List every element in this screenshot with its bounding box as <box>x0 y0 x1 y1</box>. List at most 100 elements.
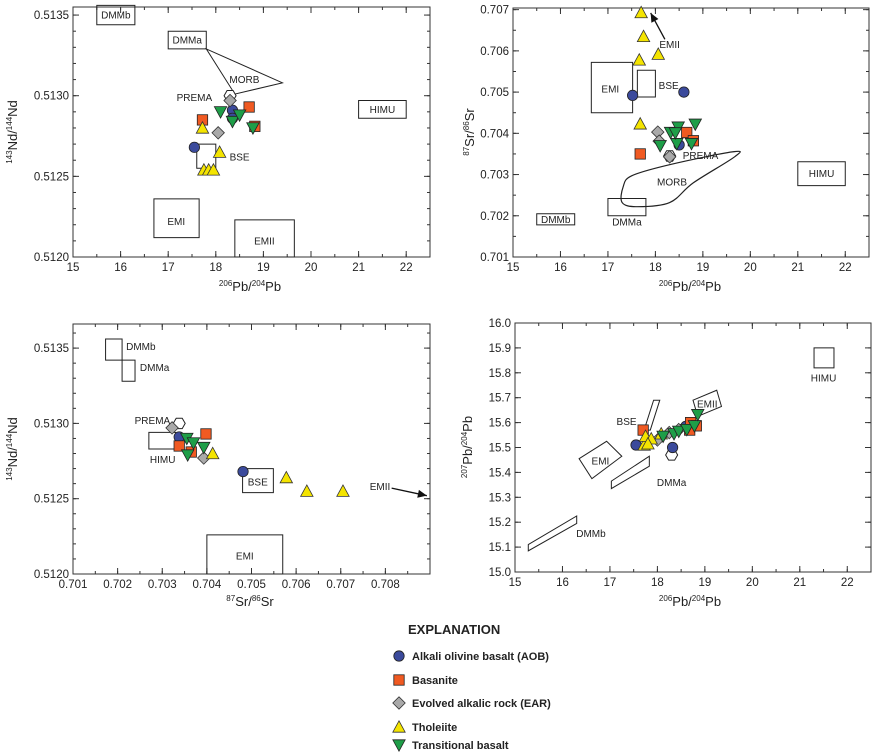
legend-label: Evolved alkalic rock (EAR) <box>412 698 551 710</box>
x-axis-label: 206Pb/204Pb <box>659 594 721 609</box>
x-tick-label: 16 <box>554 262 567 274</box>
field-label: PREMA <box>683 151 719 162</box>
reservoir-field-emii: EMII <box>370 482 428 498</box>
data-point <box>627 89 639 101</box>
x-tick-label: 19 <box>698 577 711 589</box>
field-label: DMMa <box>140 363 170 374</box>
x-tick-label: 20 <box>746 577 759 589</box>
field-label: EMI <box>167 217 185 228</box>
field-label: BSE <box>230 153 250 164</box>
x-tick-label: 20 <box>305 262 318 274</box>
data-point <box>634 148 646 160</box>
x-tick-label: 0.707 <box>326 579 355 591</box>
chart-panel-4: 15 16 17 18 19 20 21 22 15.0 15.1 15.2 15.3 15.4 15.5… <box>460 318 872 609</box>
axis-label-text: Sr/ <box>462 130 477 147</box>
y-tick-label: 0.5120 <box>34 252 69 264</box>
reservoir-field-dmmb: DMMb <box>105 338 156 361</box>
data-point <box>688 118 703 132</box>
x-tick-label: 17 <box>162 262 175 274</box>
chart-panel-1: 15 16 17 18 19 20 21 22 0.5120 0.5125 0.5130 0.5135… <box>5 4 431 294</box>
y-tick-label: 15.8 <box>489 368 511 380</box>
y-tick-label: 0.5135 <box>34 10 69 22</box>
y-tick-label: 0.706 <box>480 46 509 58</box>
reservoir-field-emii: EMII <box>234 219 295 258</box>
y-axis-label: 87Sr/86Sr <box>462 108 477 156</box>
x-tick-label: 16 <box>114 262 127 274</box>
axis-label-text: Nd <box>5 100 20 117</box>
x-tick-label: 22 <box>839 262 852 274</box>
legend-label: Transitional basalt <box>412 740 509 752</box>
data-point <box>671 425 686 439</box>
x-tick-label: 21 <box>352 262 365 274</box>
data-point <box>632 52 647 66</box>
data-point <box>188 141 200 153</box>
x-tick-label: 17 <box>604 577 617 589</box>
axis-label-superscript: 206 <box>219 279 233 288</box>
x-tick-label: 15 <box>509 577 522 589</box>
axis-label-text: Pb <box>460 416 475 432</box>
reservoir-field-himu: HIMU <box>358 100 407 119</box>
y-tick-label: 0.704 <box>480 128 509 140</box>
y-tick-label: 15.4 <box>489 467 512 479</box>
series-transitional <box>179 432 211 463</box>
field-label: DMMb <box>576 529 606 540</box>
x-tick-label: 0.701 <box>59 579 88 591</box>
legend-label: Tholeiite <box>412 722 457 734</box>
field-label: HIMU <box>811 373 837 384</box>
field-outline <box>206 534 284 575</box>
reservoir-field-dmma: DMMa <box>607 197 647 228</box>
field-label: EMII <box>254 236 275 247</box>
plot-frame <box>512 7 870 258</box>
data-point <box>687 420 702 433</box>
legend-item-basanite: Basanite <box>393 674 458 687</box>
plot-frame <box>72 323 431 575</box>
reservoir-field-himu: HIMU <box>797 161 846 187</box>
y-tick-label: 0.5125 <box>34 171 69 183</box>
field-label: DMMb <box>126 342 156 353</box>
field-outline <box>148 431 177 450</box>
legend-marker-triangle-down-icon <box>392 739 406 753</box>
x-tick-label: 20 <box>744 262 757 274</box>
axis-label-superscript: 206 <box>659 279 673 288</box>
field-label: PREMA <box>135 416 171 427</box>
y-tick-label: 0.707 <box>480 5 509 17</box>
field-outline <box>204 47 284 95</box>
data-point <box>684 138 699 151</box>
field-label: BSE <box>659 81 679 92</box>
axis-label-superscript: 143 <box>5 150 14 164</box>
axis-label-text: Pb <box>265 279 281 294</box>
x-tick-label: 0.706 <box>282 579 311 591</box>
reservoir-field-emi: EMI <box>578 440 623 480</box>
legend-item-tholeiite: Tholeiite <box>392 719 457 734</box>
field-outline <box>578 440 623 480</box>
data-point <box>243 101 255 113</box>
data-point <box>206 162 221 176</box>
y-tick-label: 16.0 <box>489 318 511 330</box>
field-outline <box>105 338 123 361</box>
data-point <box>223 93 237 108</box>
legend-item-ear: Evolved alkalic rock (EAR) <box>392 696 551 710</box>
axis-label-text: Pb/ <box>232 279 252 294</box>
series-transitional <box>653 118 703 153</box>
axis-label-text: Pb <box>705 279 721 294</box>
y-tick-label: 0.705 <box>480 87 509 99</box>
data-point <box>633 116 648 130</box>
axis-label-superscript: 144 <box>5 433 14 447</box>
legend-label: Alkali olivine basalt (AOB) <box>412 651 549 663</box>
data-point <box>668 127 683 140</box>
series-transitional <box>656 409 705 444</box>
data-point <box>634 5 649 19</box>
reservoir-field-emii: EMII <box>650 12 680 51</box>
x-tick-label: 18 <box>209 262 222 274</box>
chart-panel-3: 0.701 0.702 0.703 0.704 0.705 0.706 0.707 0.708… <box>5 323 431 609</box>
x-tick-label: 19 <box>696 262 709 274</box>
field-label: MORB <box>229 75 259 86</box>
field-label: EMI <box>592 457 610 468</box>
axis-label-superscript: 204 <box>460 431 469 445</box>
x-tick-label: 0.705 <box>237 579 266 591</box>
field-outline <box>153 198 200 239</box>
y-axis-label: 143Nd/144Nd <box>5 417 20 481</box>
axis-label-superscript: 143 <box>5 467 14 481</box>
axis-label-superscript: 206 <box>659 594 673 603</box>
x-tick-label: 19 <box>257 262 270 274</box>
